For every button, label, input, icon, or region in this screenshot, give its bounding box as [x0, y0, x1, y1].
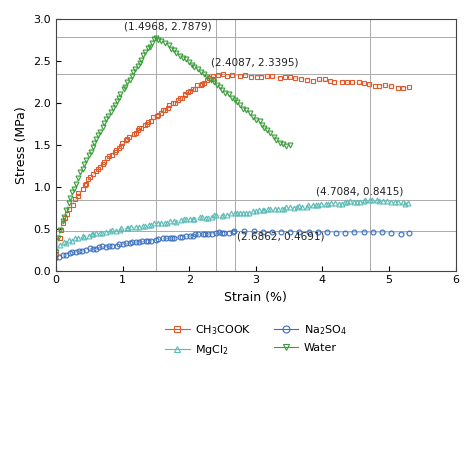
Text: (1.4968, 2.7879): (1.4968, 2.7879) [124, 22, 212, 32]
X-axis label: Strain (%): Strain (%) [224, 291, 287, 304]
Text: (4.7084, 0.8415): (4.7084, 0.8415) [316, 187, 403, 197]
Y-axis label: Stress (MPa): Stress (MPa) [15, 106, 28, 184]
Text: (2.6862, 0.4691): (2.6862, 0.4691) [237, 232, 325, 242]
Text: (2.4087, 2.3395): (2.4087, 2.3395) [210, 58, 298, 68]
Legend: CH$_3$COOK, MgCl$_2$, Na$_2$SO$_4$, Water: CH$_3$COOK, MgCl$_2$, Na$_2$SO$_4$, Wate… [161, 319, 351, 361]
